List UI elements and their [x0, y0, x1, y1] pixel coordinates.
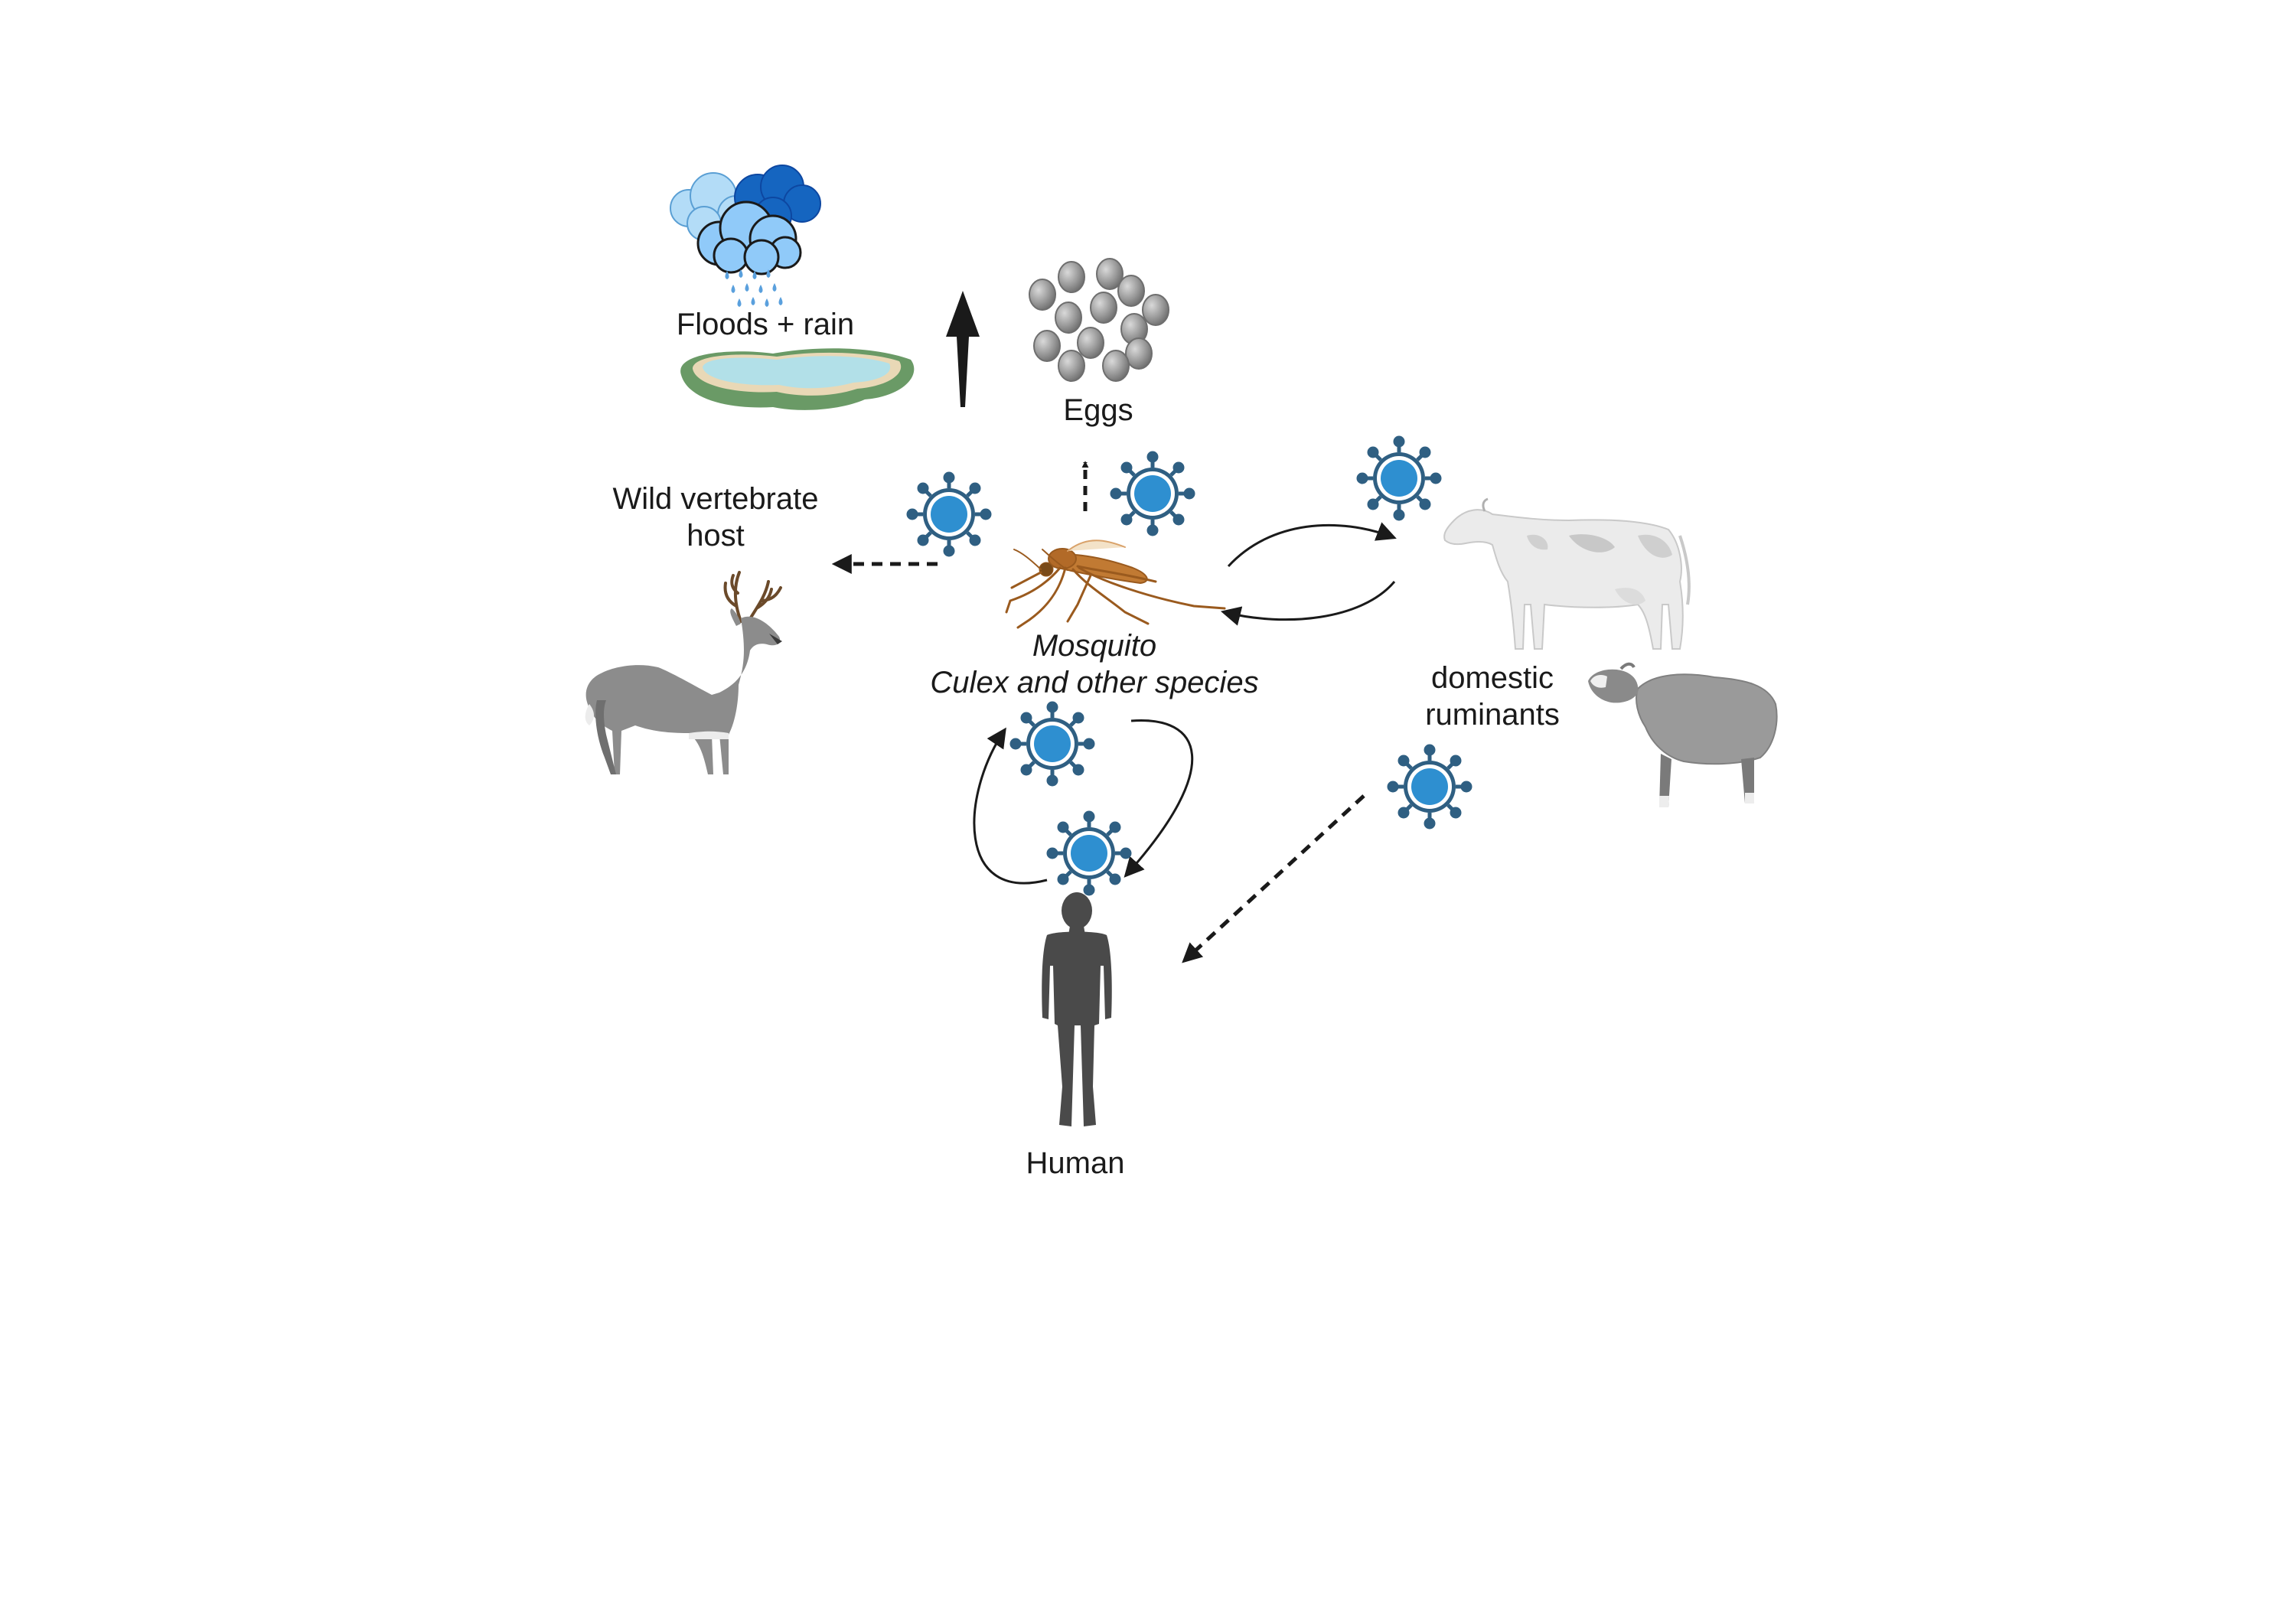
increase-arrow-icon — [946, 291, 980, 407]
virus-icon — [1389, 746, 1470, 827]
eggs-label-text: Eggs — [1063, 393, 1133, 427]
virus-icon — [1012, 703, 1093, 784]
floods-rain-label: Floods + rain — [666, 306, 865, 343]
arrow-mosquito-to-ruminants — [1227, 522, 1397, 568]
mosquito-label-line2: Culex and other species — [930, 666, 1259, 699]
mosquito-label: Mosquito Culex and other species — [915, 627, 1274, 701]
arrow-ruminants-to-mosquito — [1220, 581, 1396, 626]
domestic-ruminants-label: domestic ruminants — [1408, 660, 1577, 733]
mosquito-icon — [1005, 539, 1226, 629]
wild-host-label: Wild vertebrate host — [601, 481, 830, 554]
arrow-human-to-mosquito — [973, 727, 1048, 885]
virus-icon — [1049, 813, 1130, 894]
virus-icon — [1112, 453, 1193, 534]
pond-icon — [680, 348, 915, 410]
human-icon — [1042, 892, 1112, 1126]
arrow-mosquito-to-human — [1124, 719, 1194, 878]
ruminants-label-line2: ruminants — [1425, 698, 1560, 732]
dashed-arrow-ruminants-to-human — [1182, 794, 1365, 963]
human-label-text: Human — [1026, 1146, 1125, 1180]
mosquito-label-line1: Mosquito — [1032, 629, 1157, 663]
floods-label-text: Floods + rain — [676, 308, 855, 341]
eggs-icon — [1029, 258, 1169, 382]
human-label: Human — [1010, 1145, 1140, 1182]
cow-icon — [1443, 497, 1691, 650]
sheep-icon — [1588, 662, 1778, 807]
virus-icon — [908, 474, 990, 555]
eggs-label: Eggs — [1026, 392, 1171, 429]
deer-icon — [585, 571, 782, 774]
virus-icon — [1358, 438, 1440, 519]
rain-cloud-icon — [670, 165, 821, 307]
ruminants-label-line1: domestic — [1430, 661, 1554, 695]
wild-host-label-line1: Wild vertebrate — [612, 482, 819, 516]
wild-host-label-line2: host — [687, 519, 745, 553]
